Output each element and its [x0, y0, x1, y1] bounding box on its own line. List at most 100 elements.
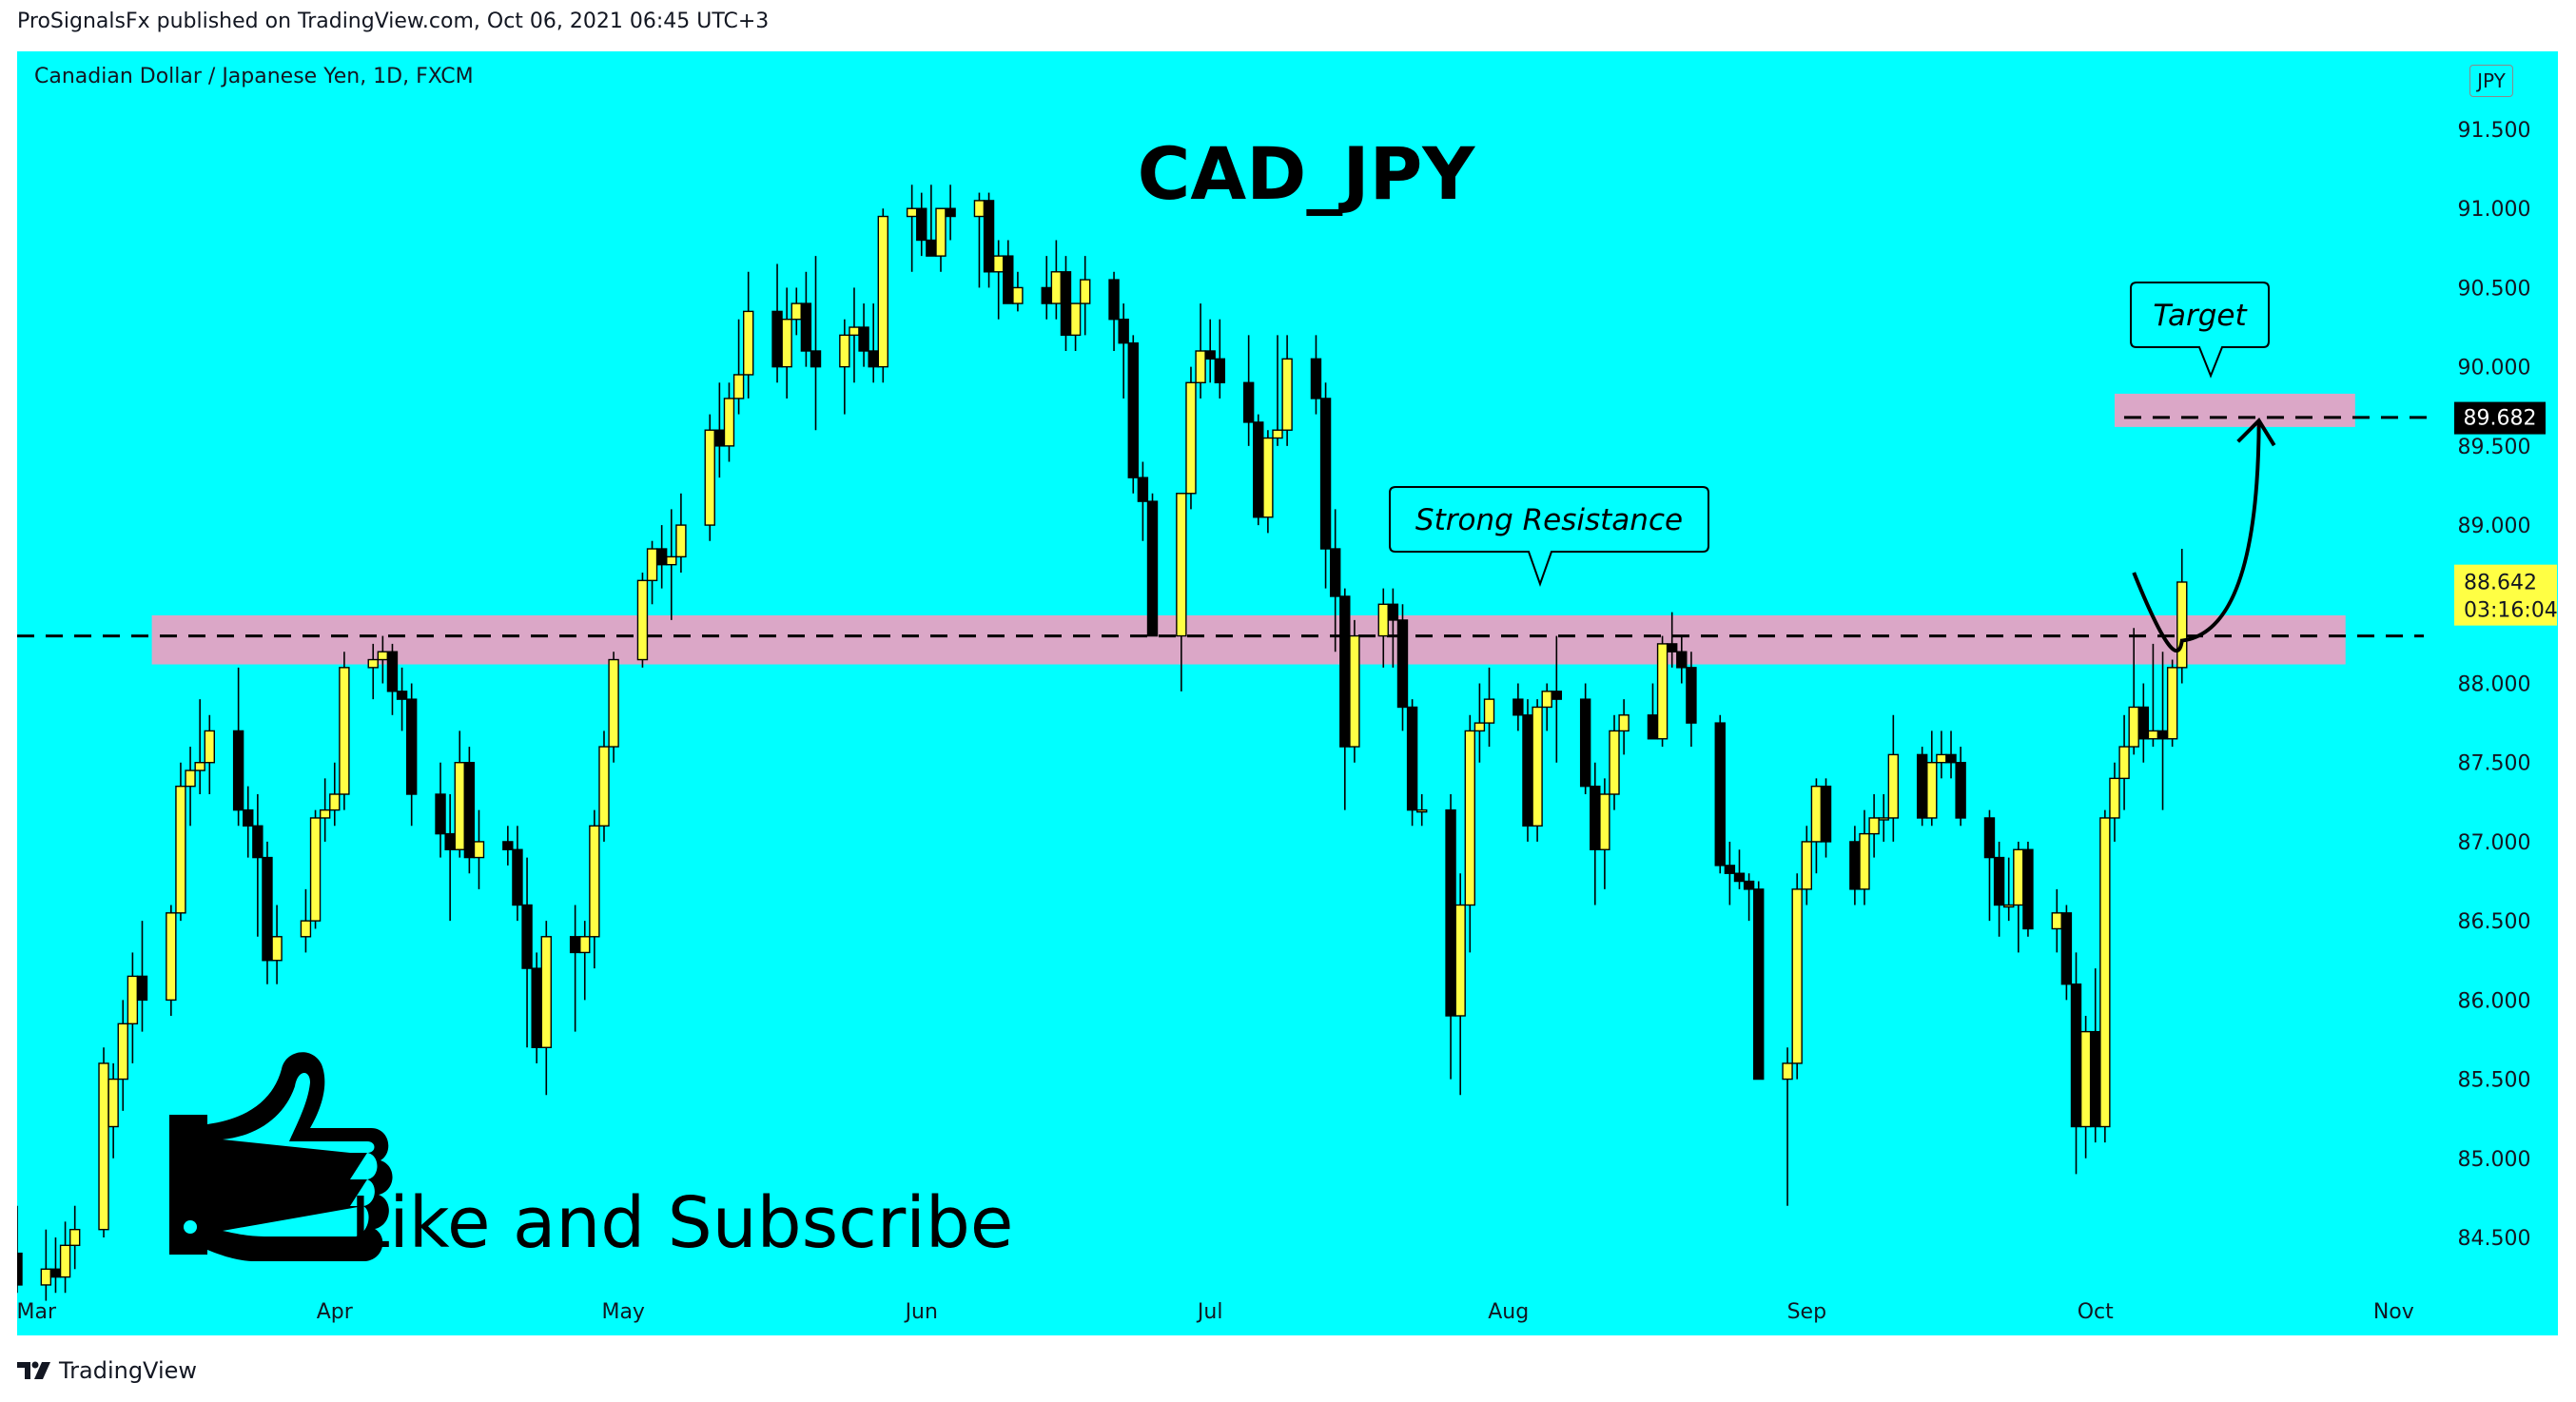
bear-candle-body: [2090, 1030, 2101, 1128]
candle: [598, 730, 610, 842]
bull-candle-body: [1656, 643, 1669, 740]
bull-candle-body: [107, 1078, 119, 1128]
candle: [49, 1237, 62, 1294]
levels-layer: [17, 416, 2433, 638]
target-label: Target: [2153, 299, 2248, 333]
candle: [68, 1205, 81, 1270]
candle: [1656, 635, 1669, 748]
bull-candle-body: [598, 746, 610, 827]
candle: [771, 263, 783, 383]
candle: [1926, 730, 1938, 827]
candle: [1916, 747, 1928, 827]
bull-candle-body: [454, 762, 465, 850]
bear-candle-body: [17, 1252, 23, 1286]
bull-candle-body: [271, 936, 283, 962]
candle: [1590, 762, 1601, 905]
bear-candle-body: [1590, 785, 1601, 850]
annotations-layer: CAD_JPY Strong Resistance Target Like and S…: [169, 131, 2270, 1264]
candle: [1445, 794, 1456, 1080]
bull-candle-body: [1801, 841, 1812, 890]
candle: [1936, 730, 1947, 779]
chart-pane[interactable]: CAD_JPY Strong Resistance Target Like and S…: [17, 51, 2558, 1335]
bull-candle-body: [127, 975, 139, 1025]
candle: [569, 905, 581, 1032]
bear-candle-body: [1108, 279, 1120, 321]
bull-candle-body: [646, 548, 658, 582]
candle: [405, 683, 418, 827]
candle: [1176, 493, 1187, 691]
y-tick-label: 87.500: [2458, 752, 2531, 776]
bear-candle-body: [444, 832, 456, 850]
candle: [454, 730, 465, 858]
bull-candle-body: [2013, 848, 2024, 906]
x-tick-label: May: [601, 1300, 644, 1324]
candle: [1647, 683, 1659, 740]
candle: [2051, 888, 2062, 953]
time-axis: Mar Apr May Jun Jul Aug Sep Oct Nov: [17, 1300, 2414, 1324]
candle: [868, 303, 879, 383]
candle: [1579, 683, 1591, 794]
candle: [1618, 699, 1630, 755]
projection-arrowhead: [2236, 418, 2276, 447]
candle: [2022, 841, 2034, 937]
bear-candle-body: [243, 808, 254, 827]
bull-candle-body: [2079, 1030, 2092, 1128]
bull-candle-body: [2109, 777, 2120, 819]
bear-candle-body: [1820, 785, 1832, 843]
y-tick-label: 87.000: [2458, 831, 2531, 855]
candle: [1801, 826, 1812, 905]
candle: [608, 652, 619, 763]
candle: [1666, 612, 1678, 668]
candle: [1242, 335, 1255, 446]
candle: [166, 905, 177, 1016]
bull-candle-body: [743, 310, 754, 376]
bear-candle-body: [810, 350, 822, 368]
candle: [877, 208, 889, 383]
currency-button[interactable]: JPY: [2469, 65, 2513, 97]
bear-candle-body: [1579, 698, 1591, 788]
candle: [1118, 303, 1129, 399]
bear-candle-body: [655, 548, 668, 566]
bull-candle-body: [1791, 888, 1803, 1064]
bull-candle-body: [906, 207, 918, 218]
tradingview-logo[interactable]: TradingView: [17, 1354, 197, 1387]
candles-layer: [17, 185, 2188, 1301]
bear-candle-body: [800, 302, 812, 352]
bull-candle-body: [781, 319, 792, 368]
bear-candle-body: [1945, 753, 1957, 764]
candle: [309, 809, 322, 929]
bull-candle-body: [1599, 793, 1610, 850]
candle: [194, 699, 205, 794]
bear-candle-body: [2022, 848, 2034, 930]
y-tick-label: 88.000: [2458, 673, 2531, 697]
tradingview-logo-text: TradingView: [59, 1357, 198, 1384]
bull-candle-body: [1080, 279, 1091, 304]
bear-candle-body: [1647, 714, 1659, 740]
bull-candle-body: [1069, 302, 1082, 337]
bull-candle-body: [300, 920, 312, 938]
thumbs-up-button: [184, 1220, 197, 1234]
bull-candle-body: [1609, 730, 1620, 795]
candle: [1483, 667, 1495, 748]
candle: [800, 271, 812, 367]
bull-candle-body: [839, 334, 850, 368]
candle: [1849, 826, 1861, 905]
y-tick-label: 86.500: [2458, 910, 2531, 934]
bull-candle-body: [339, 667, 350, 795]
bull-candle-body: [1195, 350, 1206, 383]
candle: [136, 921, 148, 1032]
bear-candle-body: [1551, 691, 1563, 700]
candle: [117, 1000, 128, 1111]
candle: [367, 643, 379, 700]
bull-candle-body: [636, 579, 649, 661]
thumbs-up-icon[interactable]: [169, 1052, 393, 1261]
bear-candle-body: [136, 975, 148, 1002]
candle: [2090, 968, 2101, 1143]
chart-canvas[interactable]: CAD_JPY Strong Resistance Target Like and S…: [17, 51, 2558, 1335]
bear-candle-body: [405, 698, 418, 795]
bull-candle-body: [608, 658, 619, 748]
candle: [926, 185, 937, 257]
bull-candle-body: [2118, 746, 2130, 780]
candle: [781, 287, 792, 399]
bear-candle-body: [521, 904, 533, 969]
